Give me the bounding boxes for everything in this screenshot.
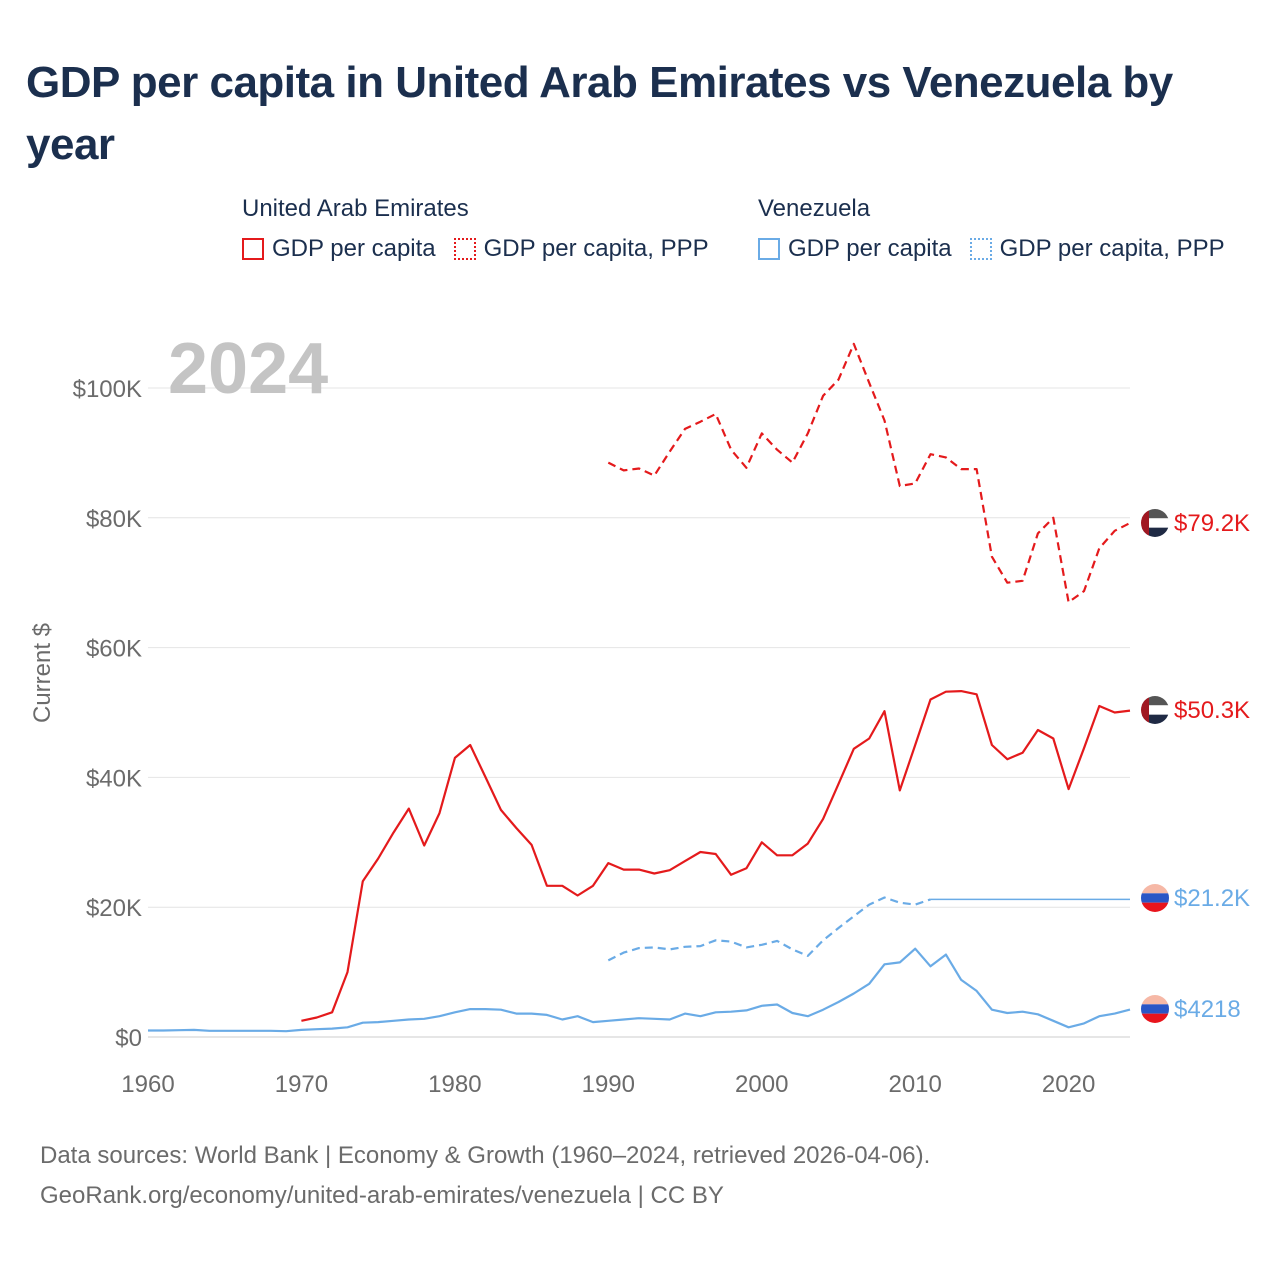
- series-end-label: $50.3K: [1174, 697, 1250, 724]
- x-tick-label: 2000: [735, 1071, 788, 1098]
- legend-swatch-solid-blue: [758, 238, 780, 260]
- legend-uae-ppp[interactable]: GDP per capita, PPP: [453, 235, 709, 263]
- chart-title: GDP per capita in United Arab Emirates v…: [26, 58, 1173, 169]
- series-line: [607, 896, 931, 962]
- legend-uae-ppp-label: GDP per capita, PPP: [483, 235, 709, 262]
- uae-flag-icon: [1141, 509, 1169, 537]
- legend-swatch-dotted-blue: [969, 238, 992, 260]
- legend-ven-gdp[interactable]: GDP per capita: [758, 235, 952, 263]
- x-tick-label: 1990: [582, 1071, 635, 1098]
- source-line-1: Data sources: World Bank | Economy & Gro…: [40, 1142, 931, 1169]
- legend-swatch-solid-red: [242, 238, 264, 260]
- legend-uae-gdp[interactable]: GDP per capita: [242, 235, 436, 263]
- legend-uae-gdp-label: GDP per capita: [272, 235, 436, 262]
- source-line-2[interactable]: GeoRank.org/economy/united-arab-emirates…: [40, 1182, 724, 1209]
- x-tick-label: 1980: [428, 1071, 481, 1098]
- y-tick-label: $0: [115, 1025, 142, 1052]
- y-tick-label: $40K: [86, 765, 142, 792]
- y-tick-label: $60K: [86, 636, 142, 663]
- series-line: [148, 947, 1131, 1033]
- series-end-label: $21.2K: [1174, 885, 1250, 912]
- y-tick-label: $80K: [86, 506, 142, 533]
- series-end-label: $4218: [1174, 996, 1241, 1023]
- series-line: [607, 342, 1131, 604]
- legend-ven-title: Venezuela: [758, 195, 871, 222]
- y-axis-label: Current $: [29, 623, 56, 723]
- x-tick-label: 2010: [888, 1071, 941, 1098]
- legend-uae-title: United Arab Emirates: [242, 195, 469, 222]
- x-tick-label: 1970: [275, 1071, 328, 1098]
- legend-swatch-dotted-red: [453, 238, 476, 260]
- legend-ven-ppp-label: GDP per capita, PPP: [999, 235, 1225, 262]
- y-tick-label: $100K: [73, 376, 142, 403]
- x-tick-label: 1960: [121, 1071, 174, 1098]
- series-end-label: $79.2K: [1174, 510, 1250, 537]
- source-note: Data sources: World Bank | Economy & Gro…: [40, 1136, 930, 1216]
- uae-flag-icon: [1141, 696, 1169, 724]
- series-line: [301, 689, 1131, 1022]
- legend-venezuela: Venezuela GDP per capita GDP per capita,…: [758, 194, 1225, 264]
- legend-uae: United Arab Emirates GDP per capita GDP …: [242, 194, 727, 264]
- y-tick-label: $20K: [86, 895, 142, 922]
- legend-ven-ppp[interactable]: GDP per capita, PPP: [969, 235, 1225, 263]
- year-watermark: 2024: [168, 329, 328, 409]
- venezuela-flag-icon: [1141, 995, 1169, 1023]
- venezuela-flag-icon: [1141, 884, 1169, 912]
- x-tick-label: 2020: [1042, 1071, 1095, 1098]
- legend-ven-gdp-label: GDP per capita: [788, 235, 952, 262]
